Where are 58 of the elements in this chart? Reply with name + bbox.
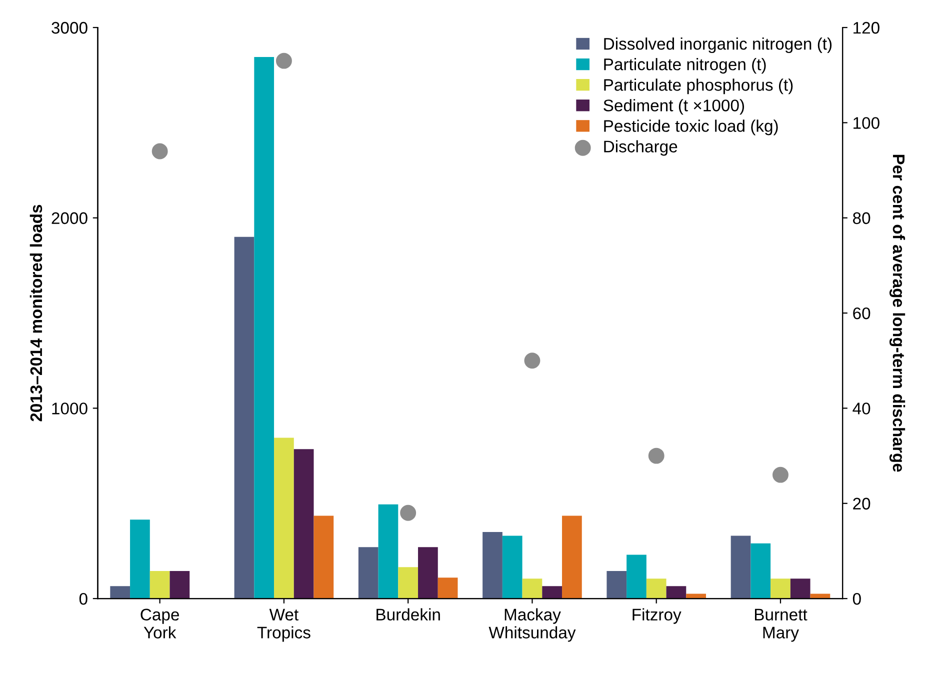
bar: [482, 532, 502, 599]
y2-axis-title: Per cent of average long-term discharge: [889, 154, 906, 472]
y2-tick-label: 0: [852, 592, 861, 605]
y2-tick-label: 60: [853, 307, 870, 320]
y-tick-label: 2000: [52, 212, 88, 224]
point: [648, 448, 664, 464]
bar: [626, 554, 646, 599]
y-tick-label: 1000: [52, 402, 88, 414]
bar: [666, 586, 686, 599]
legend-label: Dissolved inorganic nitrogen (t): [604, 38, 832, 54]
bar: [750, 543, 771, 599]
bar: [314, 516, 334, 599]
y2-tick-label: 20: [853, 498, 870, 510]
bar: [522, 578, 542, 599]
bar: [358, 547, 378, 599]
point: [276, 52, 292, 69]
x-tick-label: Mackay Whitsunday: [488, 608, 576, 642]
legend-label: Particulate phosphorus (t): [604, 78, 793, 94]
legend-label: Discharge: [604, 140, 678, 156]
x-tick-label: Wet Tropics: [257, 608, 310, 642]
y2-tick-label: 100: [854, 117, 880, 129]
bar: [398, 567, 418, 599]
bar: [274, 438, 294, 599]
point: [524, 352, 540, 369]
bar: [730, 536, 751, 599]
bar: [542, 586, 562, 599]
x-tick-label: Cape York: [140, 608, 180, 638]
bar: [378, 504, 398, 599]
bar: [110, 586, 130, 599]
bar: [294, 449, 314, 599]
bar: [170, 570, 190, 599]
point: [152, 143, 168, 160]
point: [772, 466, 788, 483]
bar: [150, 570, 170, 599]
bar: [790, 578, 810, 599]
x-tick-label: Burnett Mary: [754, 608, 808, 642]
y2-tick-label: 40: [852, 402, 870, 414]
point: [400, 504, 416, 521]
bar: [254, 57, 274, 599]
x-tick-label: Fitzroy: [632, 608, 682, 624]
y-tick-label: 0: [79, 592, 88, 605]
x-tick-label: Burdekin: [376, 608, 440, 621]
bar: [418, 547, 438, 599]
bar: [646, 578, 666, 599]
y2-tick-label: 120: [854, 22, 880, 34]
y-tick-label: 3000: [52, 22, 88, 34]
bar: [502, 536, 522, 599]
legend-label: Particulate nitrogen (t): [604, 58, 766, 74]
legend-label: Sediment (t ×1000): [604, 99, 744, 115]
bar: [770, 578, 790, 599]
legend-label: Pesticide toxic load (kg): [604, 120, 778, 136]
bar: [438, 578, 458, 599]
y-axis-title: 2013–2014 monitored loads: [30, 204, 42, 422]
bar: [606, 570, 627, 599]
y2-tick-label: 80: [853, 212, 870, 224]
bar: [234, 236, 254, 599]
bar: [130, 520, 150, 599]
bar: [562, 516, 582, 599]
